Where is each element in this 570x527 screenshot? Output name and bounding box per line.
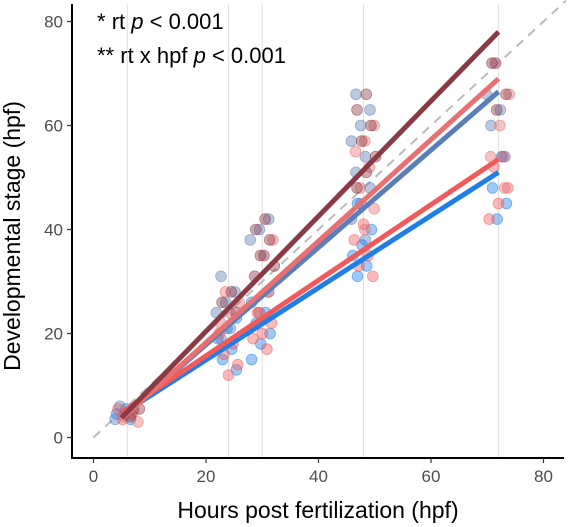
regression-line: [120, 170, 500, 417]
data-point: [262, 213, 275, 225]
data-point: [350, 88, 362, 101]
data-point: [498, 182, 511, 194]
y-axis-title: Developmental stage (hpf): [0, 101, 25, 371]
data-point: [359, 135, 371, 147]
data-point: [497, 150, 509, 163]
x-tick-label: 0: [89, 467, 98, 486]
regression-line: [119, 76, 501, 421]
data-point: [359, 223, 371, 236]
data-point: [267, 234, 279, 246]
data-point: [492, 197, 505, 210]
data-point: [490, 104, 503, 116]
annotation-rt-value: < 0.001: [144, 9, 224, 34]
data-point: [253, 223, 266, 236]
data-point: [245, 353, 258, 366]
data-point: [500, 197, 513, 210]
data-point: [247, 332, 259, 345]
data-point: [259, 213, 271, 225]
data-point: [500, 88, 512, 101]
annotation-rt-x-hpf: ** rt x hpf p < 0.001: [97, 43, 286, 68]
x-tick-label: 40: [309, 467, 328, 486]
x-tick-label: 60: [422, 467, 441, 486]
data-point: [250, 223, 262, 236]
data-point: [366, 270, 379, 283]
y-tick-label: 80: [44, 13, 63, 32]
regression-line: [120, 157, 500, 415]
regression-lines: [119, 30, 501, 421]
annotation-rt: * rt p < 0.001: [97, 9, 224, 34]
data-point: [351, 182, 363, 194]
data-point: [491, 213, 503, 225]
identity-reference-line: [92, 0, 567, 439]
axes: [67, 4, 564, 463]
annotation-rt-x-hpf-value: < 0.001: [206, 43, 286, 68]
data-point: [359, 150, 372, 163]
data-point: [261, 343, 273, 355]
data-point: [368, 119, 381, 132]
y-tick-label: 60: [44, 117, 63, 136]
data-point: [345, 135, 358, 147]
data-point: [225, 286, 238, 298]
data-point: [215, 270, 227, 283]
annotation-rt-stars: *: [97, 9, 112, 34]
data-point: [348, 234, 361, 246]
x-tick-label: 80: [534, 467, 553, 486]
data-point: [349, 145, 362, 158]
annotation-rt-p: p: [130, 9, 143, 34]
data-point: [354, 182, 367, 194]
data-point: [229, 286, 241, 298]
data-point: [360, 88, 373, 101]
y-tick-label: 20: [44, 325, 63, 344]
data-point: [494, 119, 506, 132]
data-point: [256, 327, 269, 340]
data-point: [232, 358, 244, 371]
data-point: [257, 249, 270, 262]
y-tick-label: 40: [44, 221, 63, 240]
data-point: [365, 119, 377, 132]
y-tick-label: 0: [54, 429, 63, 448]
data-point: [501, 182, 514, 194]
data-point: [222, 369, 235, 381]
data-point: [351, 104, 363, 116]
x-tick-label: 20: [197, 467, 216, 486]
data-point: [486, 182, 499, 194]
data-point: [254, 249, 267, 262]
data-point: [219, 286, 232, 298]
data-point: [483, 213, 496, 225]
tick-labels: 0 20 40 60 80 0 20 40 60 80: [44, 13, 553, 487]
data-point: [351, 270, 364, 283]
data-point: [485, 119, 497, 132]
regression-line: [119, 30, 501, 420]
data-point: [244, 234, 257, 246]
grid-lines: [126, 4, 500, 458]
data-point: [489, 57, 502, 69]
data-point: [494, 104, 507, 116]
data-point: [503, 88, 516, 101]
data-point: [486, 57, 498, 69]
annotation-rt-x-hpf-stars: **: [97, 43, 120, 68]
data-point: [364, 104, 376, 116]
data-point: [368, 202, 381, 215]
data-point: [354, 119, 367, 132]
annotation-rt-x-hpf-term: rt x hpf: [120, 43, 193, 68]
data-point: [263, 234, 276, 246]
data-point: [355, 135, 368, 147]
annotation-rt-x-hpf-p: p: [193, 43, 206, 68]
annotation-rt-term: rt: [112, 9, 132, 34]
data-point: [216, 296, 228, 309]
x-axis-title: Hours post fertilization (hpf): [177, 497, 458, 523]
